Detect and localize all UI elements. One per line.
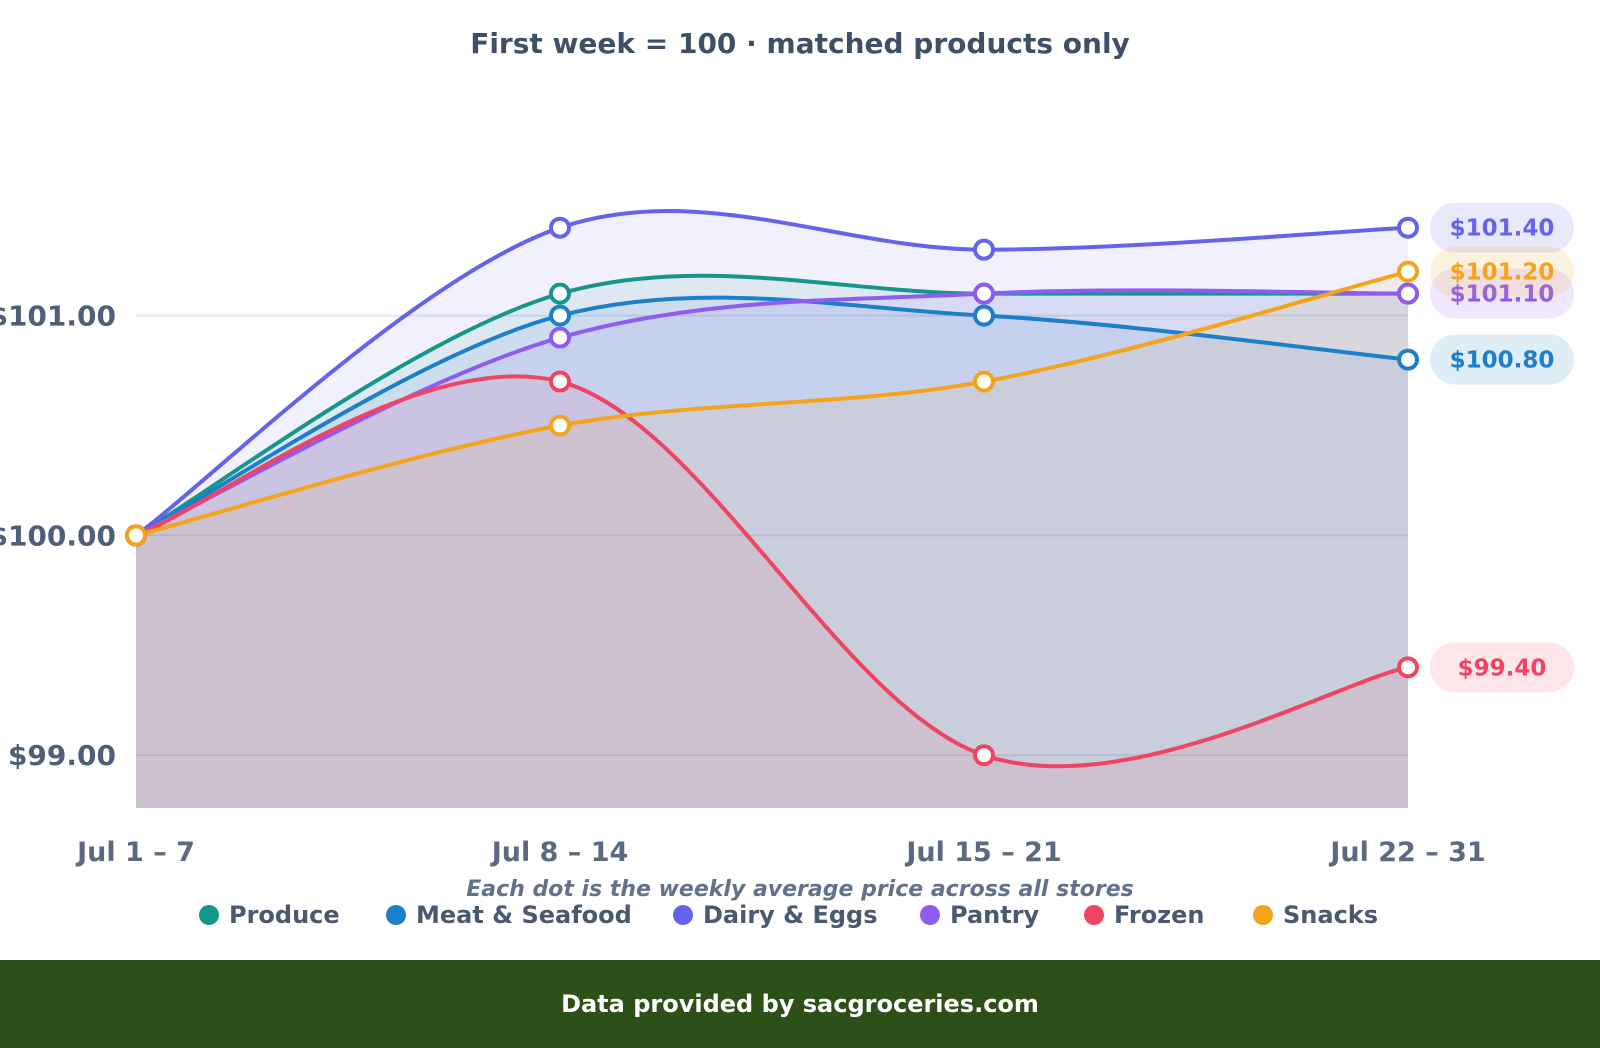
line-chart: First week = 100 · matched products only… [0, 27, 1574, 929]
legend-swatch [673, 905, 693, 925]
area-produce [136, 275, 1408, 808]
end-label-text: $100.80 [1450, 348, 1555, 374]
line-produce [134, 273, 1410, 538]
legend-item-snacks[interactable]: Snacks [1253, 901, 1378, 929]
chart-caption: Each dot is the weekly average price acr… [466, 877, 1133, 902]
end-label-text: $101.10 [1450, 282, 1555, 308]
point-meat-and-seafood[interactable] [549, 304, 571, 327]
legend-item-frozen[interactable]: Frozen [1084, 901, 1205, 929]
y-axis-ticks: $99.00 $100.00 $101.00 [0, 300, 116, 773]
area-pantry [136, 290, 1408, 808]
end-label-pill [1430, 642, 1574, 693]
end-label-pill [1430, 268, 1574, 319]
chart-title: First week = 100 · matched products only [470, 27, 1130, 60]
end-label-meat-and-seafood: $100.80 [1430, 334, 1574, 385]
point-pantry[interactable] [973, 282, 995, 305]
line-snacks [134, 269, 1410, 538]
end-label-pill [1430, 334, 1574, 385]
point-frozen[interactable] [1397, 656, 1419, 679]
end-labels: $100.80 $101.40 $101.10 $99.40 $101.20 [1430, 202, 1574, 693]
legend-swatch [199, 905, 219, 925]
point-pantry[interactable] [1397, 282, 1419, 305]
legend-item-produce[interactable]: Produce [199, 901, 340, 929]
point-dairy-and-eggs[interactable] [1397, 216, 1419, 239]
legend-item-dairy-and-eggs[interactable]: Dairy & Eggs [673, 901, 878, 929]
legend-swatch [1084, 905, 1104, 925]
end-label-snacks: $101.20 [1430, 246, 1574, 297]
x-tick-label: Jul 15 – 21 [904, 837, 1061, 868]
point-frozen[interactable] [973, 744, 995, 767]
y-tick-label: $101.00 [0, 300, 116, 333]
point-snacks[interactable] [1397, 260, 1419, 283]
legend-label: Dairy & Eggs [703, 901, 878, 929]
footer-bar: Data provided by sacgroceries.com [0, 960, 1600, 1048]
end-label-text: $101.40 [1450, 216, 1555, 242]
legend-swatch [920, 905, 940, 925]
point-snacks[interactable] [973, 370, 995, 393]
data-points [125, 216, 1419, 767]
point-meat-and-seafood[interactable] [973, 304, 995, 327]
legend-item-pantry[interactable]: Pantry [920, 901, 1040, 929]
end-label-frozen: $99.40 [1430, 642, 1574, 693]
x-tick-label: Jul 22 – 31 [1328, 837, 1485, 868]
legend-swatch [1253, 905, 1273, 925]
point-snacks[interactable] [125, 524, 147, 547]
legend-item-meat-and-seafood[interactable]: Meat & Seafood [386, 901, 632, 929]
end-label-pill [1430, 246, 1574, 297]
series-lines [134, 209, 1410, 769]
end-label-pantry: $101.10 [1430, 268, 1574, 319]
legend-label: Pantry [950, 901, 1040, 929]
x-tick-label: Jul 8 – 14 [490, 837, 629, 868]
point-produce[interactable] [549, 282, 571, 305]
line-dairy-and-eggs [134, 209, 1410, 538]
end-label-text: $99.40 [1458, 655, 1547, 681]
end-label-pill [1430, 202, 1574, 253]
end-label-dairy-and-eggs: $101.40 [1430, 202, 1574, 253]
point-dairy-and-eggs[interactable] [549, 216, 571, 239]
y-tick-label: $99.00 [8, 739, 116, 772]
point-dairy-and-eggs[interactable] [973, 238, 995, 261]
legend-swatch [386, 905, 406, 925]
x-tick-label: Jul 1 – 7 [75, 837, 195, 868]
point-frozen[interactable] [549, 370, 571, 393]
point-pantry[interactable] [549, 326, 571, 349]
y-tick-label: $100.00 [0, 519, 116, 552]
area-fills [136, 211, 1408, 808]
end-label-text: $101.20 [1450, 260, 1555, 286]
point-snacks[interactable] [549, 414, 571, 437]
area-frozen [136, 376, 1408, 808]
area-meat-and-seafood [136, 297, 1408, 808]
legend-label: Snacks [1283, 901, 1378, 929]
legend: Produce Meat & Seafood Dairy & Eggs Pantry F… [199, 901, 1378, 929]
line-meat-and-seafood [134, 295, 1410, 538]
footer-credit: Data provided by sacgroceries.com [561, 990, 1039, 1018]
line-frozen [134, 374, 1410, 769]
x-axis-ticks: Jul 1 – 7 Jul 8 – 14 Jul 15 – 21 Jul 22 – 3… [75, 837, 1486, 868]
area-snacks [136, 271, 1408, 808]
gridlines [136, 314, 1408, 757]
point-meat-and-seafood[interactable] [1397, 348, 1419, 371]
legend-label: Meat & Seafood [416, 901, 632, 929]
legend-label: Frozen [1114, 901, 1205, 929]
line-pantry [134, 288, 1410, 538]
legend-label: Produce [229, 901, 340, 929]
